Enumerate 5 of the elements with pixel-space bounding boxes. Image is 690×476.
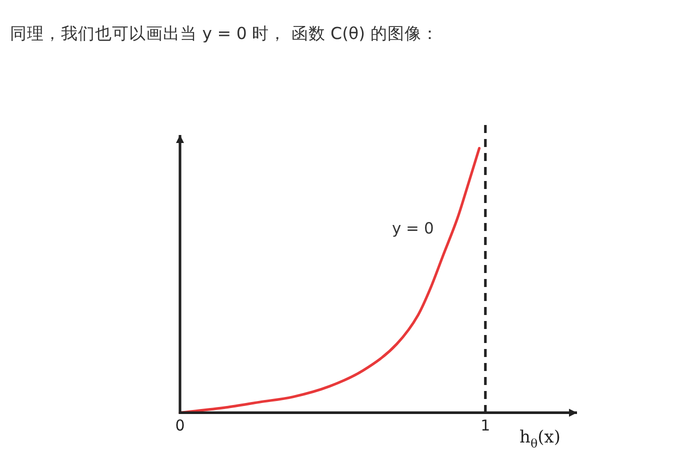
x-tick-label: 1 bbox=[480, 416, 490, 435]
x-tick-label: 0 bbox=[175, 416, 185, 435]
x-axis-title: h$_{θ}$(x) bbox=[520, 428, 560, 451]
series-label: y = 0 bbox=[392, 220, 434, 238]
chart-title: 同理，我们也可以画出当 y = 0 时， 函数 C(θ) 的图像： bbox=[10, 24, 438, 43]
